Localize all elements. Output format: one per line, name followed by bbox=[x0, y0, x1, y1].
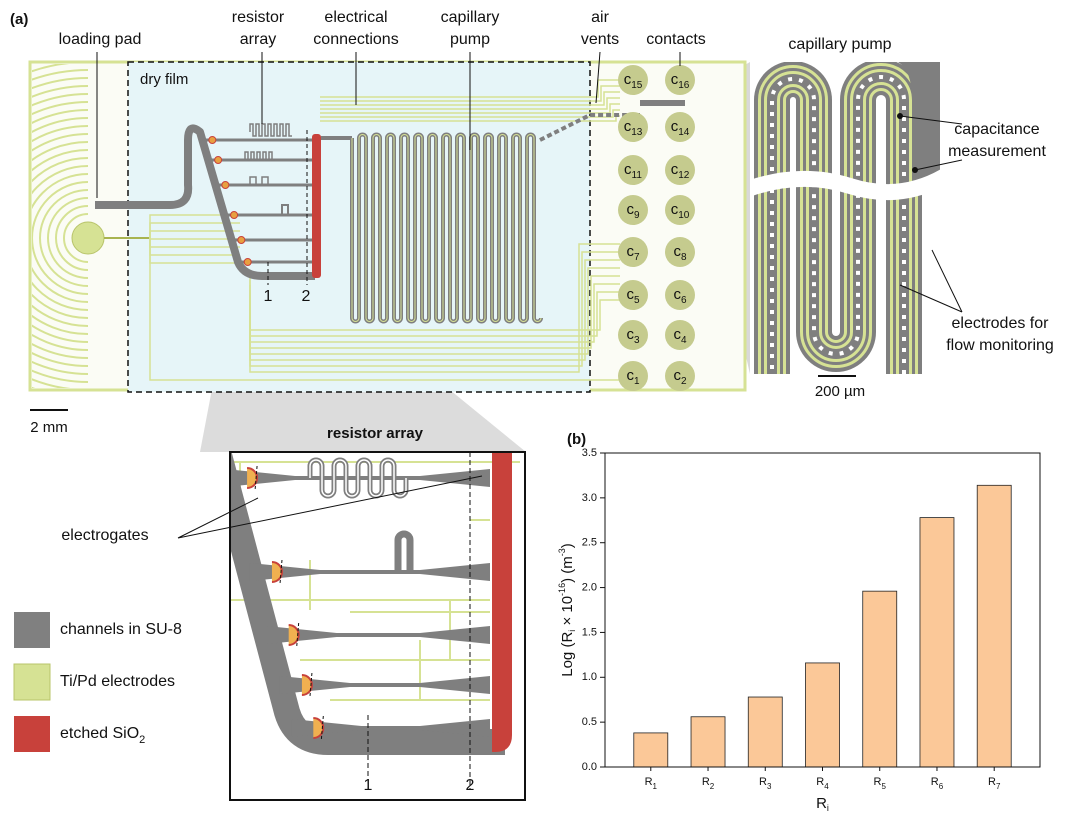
zoom-inset bbox=[745, 62, 945, 380]
annotation: 2 mm bbox=[30, 419, 68, 436]
annotation: connections bbox=[313, 31, 398, 48]
resistor-meander bbox=[250, 124, 292, 136]
electrogate bbox=[222, 182, 229, 189]
y-axis-label-part: × 10 bbox=[559, 596, 576, 630]
x-tick-label: R5 bbox=[874, 776, 887, 791]
panel-label: (b) bbox=[567, 431, 586, 448]
annotation: capacitance bbox=[954, 121, 1039, 138]
y-tick-label: 1.0 bbox=[582, 671, 597, 683]
resistor-inset bbox=[215, 440, 525, 800]
annotation: resistor bbox=[232, 9, 285, 26]
x-tick-label: R7 bbox=[988, 776, 1001, 791]
annotation: measurement bbox=[948, 143, 1046, 160]
etched-sio2 bbox=[312, 134, 321, 278]
annotation: electrogates bbox=[61, 527, 148, 544]
dry-film-label: dry film bbox=[140, 71, 188, 88]
y-axis-label: Log (Ri × 10-16) (m-3) bbox=[557, 543, 577, 677]
x-tick-label: R6 bbox=[931, 776, 944, 791]
x-axis-label: Ri bbox=[816, 795, 829, 813]
bar bbox=[634, 733, 668, 767]
y-tick-label: 2.5 bbox=[582, 537, 597, 549]
y-tick-label: 2.0 bbox=[582, 581, 597, 593]
y-tick-label: 0.0 bbox=[582, 761, 597, 773]
y-tick-label: 0.5 bbox=[582, 716, 597, 728]
y-axis-label-part: -16 bbox=[557, 583, 567, 596]
loading-pad bbox=[72, 222, 104, 254]
electrogate bbox=[209, 137, 216, 144]
annotation: array bbox=[240, 31, 276, 48]
legend-label: channels in SU-8 bbox=[60, 621, 182, 638]
annotation: 2 bbox=[466, 777, 475, 794]
y-axis-label-part: Log (R bbox=[559, 632, 576, 677]
etched-sio2 bbox=[492, 452, 512, 752]
x-tick-label: R2 bbox=[702, 776, 715, 791]
annotation: electrical bbox=[324, 9, 387, 26]
electrogate bbox=[215, 157, 222, 164]
annotation: 1 bbox=[264, 288, 273, 305]
y-tick-label: 3.5 bbox=[582, 447, 597, 459]
legend-swatch bbox=[14, 716, 50, 752]
annotation: air bbox=[591, 9, 609, 26]
y-axis-label-part: -3 bbox=[557, 548, 567, 556]
annotation: capillary bbox=[441, 9, 500, 26]
y-tick-label: 1.5 bbox=[582, 626, 597, 638]
x-tick-label: R3 bbox=[759, 776, 772, 791]
legend-swatch bbox=[14, 612, 50, 648]
annotation: flow monitoring bbox=[946, 337, 1054, 354]
annotation: pump bbox=[450, 31, 490, 48]
bar bbox=[863, 591, 897, 767]
annotation: vents bbox=[581, 31, 619, 48]
x-tick-label: R1 bbox=[645, 776, 658, 791]
bar bbox=[691, 717, 725, 767]
electrogate bbox=[238, 237, 245, 244]
annotation: resistor array bbox=[327, 425, 424, 442]
annotation: loading pad bbox=[59, 31, 142, 48]
annotation: 1 bbox=[364, 777, 373, 794]
panel-label: (a) bbox=[10, 11, 28, 28]
annotation: 200 µm bbox=[815, 383, 865, 400]
legend-label: etched SiO2 bbox=[60, 725, 145, 746]
legend-swatch bbox=[14, 664, 50, 700]
bar bbox=[748, 697, 782, 767]
legend-label: Ti/Pd electrodes bbox=[60, 673, 175, 690]
annotation: 2 bbox=[302, 288, 311, 305]
y-tick-label: 3.0 bbox=[582, 492, 597, 504]
y-axis-label-part: ) bbox=[559, 543, 576, 548]
annotation: contacts bbox=[646, 31, 706, 48]
figure: (a)dry filmc15c16c13c14c11c12c9c10c7c8c5… bbox=[0, 0, 1073, 815]
electrogate bbox=[231, 212, 238, 219]
bar bbox=[806, 663, 840, 767]
annotation: electrodes for bbox=[952, 315, 1050, 332]
x-tick-label: R4 bbox=[816, 776, 829, 791]
electrogate bbox=[244, 259, 251, 266]
annotation: capillary pump bbox=[788, 36, 891, 53]
y-axis-label-part: ) (m bbox=[559, 556, 576, 583]
bar bbox=[977, 485, 1011, 767]
bar bbox=[920, 518, 954, 767]
